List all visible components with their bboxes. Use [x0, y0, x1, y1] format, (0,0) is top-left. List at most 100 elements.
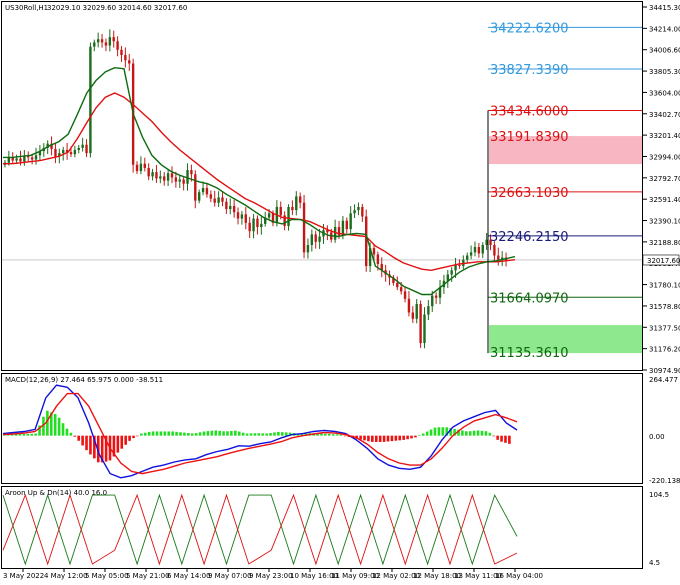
candle-body [46, 143, 49, 148]
macd-histogram-bar [237, 431, 241, 436]
candle-body [396, 282, 399, 288]
candle-body [147, 167, 150, 177]
candle-body [85, 144, 88, 154]
candle-body [326, 230, 329, 233]
candle-body [120, 49, 123, 56]
macd-histogram-bar [457, 429, 460, 436]
macd-histogram-bar [484, 431, 488, 436]
candle-body [407, 298, 411, 313]
macd-histogram-bar [81, 435, 84, 446]
macd-histogram-bar [100, 435, 104, 463]
price-axis-label: 32591.40 [649, 196, 680, 204]
macd-histogram-bar [253, 433, 257, 436]
macd-histogram-bar [374, 435, 378, 442]
macd-histogram-bar [65, 428, 69, 436]
candle-body [415, 304, 418, 319]
candle-body [96, 39, 100, 43]
candle-body [174, 177, 178, 182]
aroon-up-line [2, 493, 518, 566]
macd-histogram-bar [394, 435, 398, 441]
candle-body [349, 213, 352, 230]
level-label: 34222.6200 [490, 21, 569, 36]
macd-histogram-bar [159, 431, 163, 436]
candle-body [244, 214, 247, 223]
candle-body [205, 187, 209, 195]
time-axis-label: 6 May 14:00 [167, 572, 211, 580]
candle-body [376, 254, 380, 264]
price-axis-label: 33805.30 [649, 68, 680, 76]
candle-body [458, 265, 461, 267]
price-axis-label: 34415.30 [649, 4, 680, 12]
macd-histogram-bar [472, 430, 476, 436]
macd-histogram-bar [210, 430, 214, 436]
macd-histogram-bar [77, 435, 80, 441]
current-price-box [642, 254, 680, 266]
time-axis-label: 9 May 23:00 [249, 572, 293, 580]
macd-histogram-bar [320, 433, 323, 436]
macd-histogram-bar [382, 435, 386, 442]
level-label: 31664.0970 [490, 291, 569, 306]
candle-body [298, 196, 302, 203]
level-label: 33827.3390 [490, 63, 569, 78]
macd-histogram-bar [42, 416, 45, 436]
price-axis-label: 31780.10 [649, 282, 680, 290]
ma-fast-line [3, 66, 516, 296]
macd-histogram-bar [73, 435, 77, 437]
candle-body [310, 234, 314, 245]
macd-histogram-bar [120, 435, 124, 449]
candle-body [283, 215, 286, 226]
macd-histogram-bar [421, 433, 425, 436]
macd-histogram-bar [10, 434, 14, 436]
candle-body [30, 157, 34, 160]
candle-body [500, 257, 504, 260]
candle-body [473, 247, 477, 253]
macd-histogram-bar [112, 435, 116, 457]
candle-body [271, 213, 275, 223]
macd-histogram-bar [96, 435, 100, 463]
macd-histogram-bar [85, 435, 88, 451]
price-panel-frame [1, 1, 643, 371]
macd-histogram-bar [206, 431, 210, 436]
macd-signal-line [2, 392, 518, 475]
candle-body [116, 41, 119, 50]
candle-body [58, 153, 61, 157]
macd-histogram-bar [171, 431, 174, 436]
macd-histogram-bar [461, 430, 464, 436]
candle-body [128, 60, 131, 64]
candle-body [240, 214, 244, 219]
macd-histogram-bar [359, 435, 362, 440]
candle-body [89, 46, 92, 154]
macd-histogram-bar [324, 433, 327, 436]
price-axis-label: 31176.20 [649, 346, 680, 354]
macd-histogram-bar [151, 431, 155, 436]
candle-body [372, 248, 376, 255]
macd-histogram-bar [93, 435, 96, 459]
candle-body [248, 222, 251, 232]
macd-histogram-bar [261, 433, 265, 436]
macd-histogram-bar [504, 435, 507, 443]
macd-histogram-bar [116, 435, 120, 453]
candle-body [252, 218, 255, 232]
macd-histogram-bar [230, 430, 233, 436]
macd-histogram-bar [363, 435, 366, 441]
macd-histogram-bar [124, 435, 127, 445]
candle-body [213, 198, 216, 203]
candle-body [54, 148, 57, 157]
macd-histogram-bar [249, 433, 253, 436]
time-axis-label: 4 May 12:00 [44, 572, 88, 580]
candle-body [225, 201, 228, 210]
candle-body [477, 247, 481, 254]
candle-body [170, 173, 174, 178]
macd-histogram-bar [202, 431, 206, 436]
macd-histogram-bar [331, 434, 335, 436]
macd-title: MACD(12,26,9) 27.464 65.975 0.000 -38.51… [5, 376, 163, 384]
candle-body [264, 217, 267, 224]
candle-body [353, 210, 356, 214]
macd-histogram-bar [143, 432, 147, 436]
time-axis-label: 16 May 04:00 [495, 572, 543, 580]
candle-body [7, 157, 11, 163]
macd-histogram-bar [167, 431, 171, 436]
candle-body [81, 144, 84, 148]
